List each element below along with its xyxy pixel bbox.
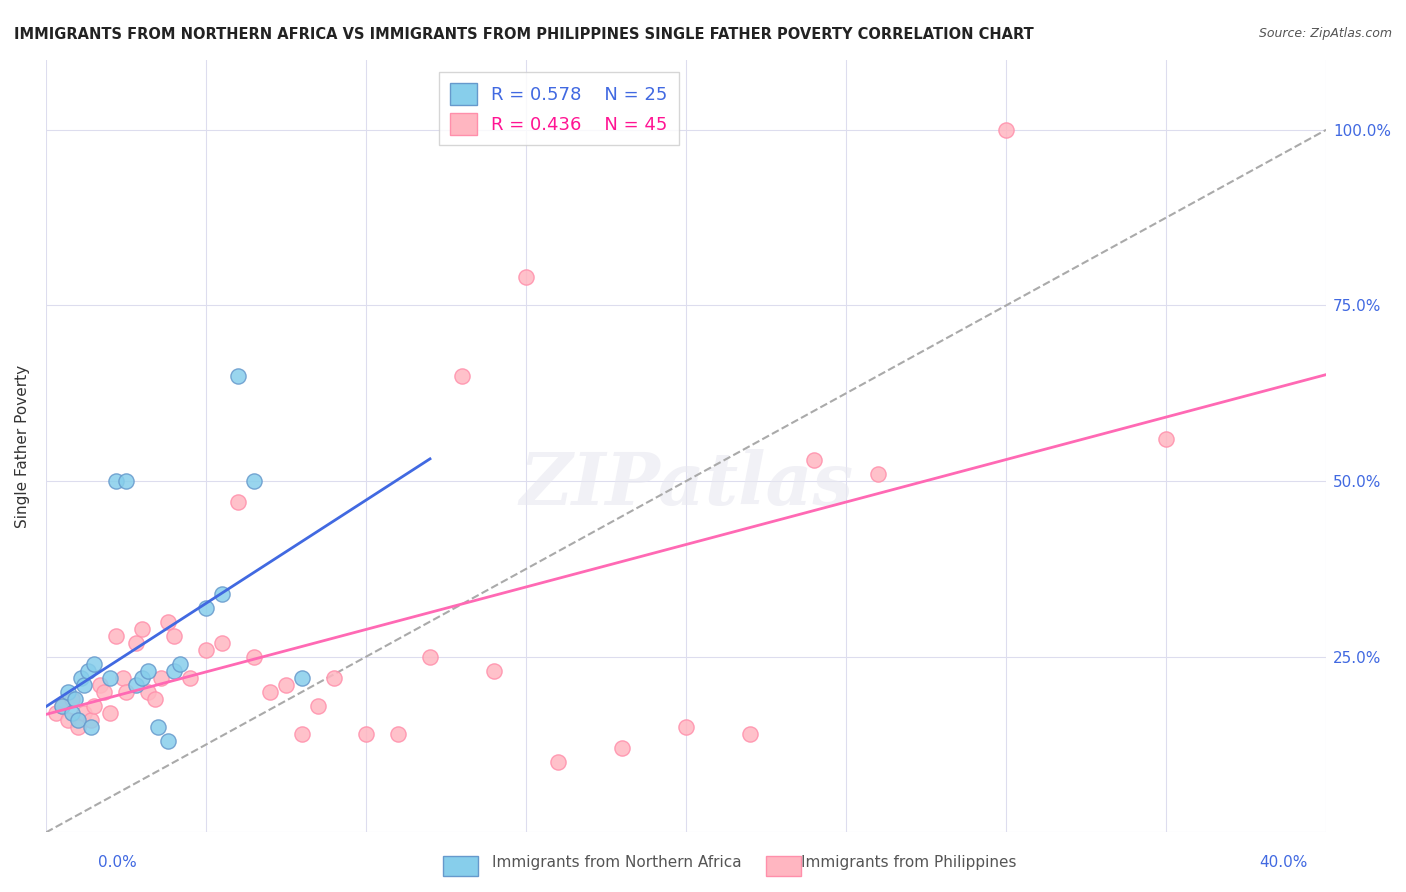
Point — [211, 636, 233, 650]
Text: Immigrants from Northern Africa: Immigrants from Northern Africa — [492, 855, 742, 870]
Point — [226, 495, 249, 509]
Point — [387, 727, 409, 741]
Point — [150, 671, 173, 685]
Point — [243, 649, 266, 664]
Point — [307, 698, 329, 713]
Point — [76, 664, 98, 678]
Point — [138, 664, 160, 678]
Point — [675, 720, 697, 734]
Point — [63, 692, 86, 706]
Point — [163, 664, 186, 678]
Text: Source: ZipAtlas.com: Source: ZipAtlas.com — [1258, 27, 1392, 40]
Text: ZIPatlas: ZIPatlas — [519, 450, 853, 520]
Point — [98, 706, 121, 720]
Point — [995, 123, 1018, 137]
Point — [105, 629, 128, 643]
Point — [866, 467, 889, 482]
Point — [73, 678, 96, 692]
Point — [195, 600, 218, 615]
Point — [115, 685, 138, 699]
Point — [211, 586, 233, 600]
Point — [291, 727, 314, 741]
Point — [115, 474, 138, 488]
Point — [515, 270, 537, 285]
Point — [73, 706, 96, 720]
Point — [51, 698, 73, 713]
Point — [111, 671, 134, 685]
Point — [58, 685, 80, 699]
Point — [1154, 432, 1177, 446]
Point — [419, 649, 441, 664]
Point — [124, 636, 146, 650]
Y-axis label: Single Father Poverty: Single Father Poverty — [15, 365, 30, 527]
Point — [226, 368, 249, 383]
Text: Immigrants from Philippines: Immigrants from Philippines — [801, 855, 1017, 870]
Point — [98, 671, 121, 685]
Point — [738, 727, 761, 741]
Point — [156, 734, 179, 748]
Point — [45, 706, 67, 720]
Point — [156, 615, 179, 629]
Point — [195, 642, 218, 657]
Point — [169, 657, 191, 671]
Point — [803, 453, 825, 467]
Point — [547, 755, 569, 769]
Point — [89, 678, 111, 692]
Point — [131, 671, 153, 685]
Point — [259, 685, 281, 699]
Point — [66, 720, 89, 734]
Point — [274, 678, 297, 692]
Point — [66, 713, 89, 727]
Point — [131, 622, 153, 636]
Point — [51, 698, 73, 713]
Point — [80, 713, 103, 727]
Point — [163, 629, 186, 643]
Point — [60, 706, 83, 720]
Point — [83, 698, 105, 713]
Point — [354, 727, 377, 741]
Point — [291, 671, 314, 685]
Text: 40.0%: 40.0% — [1260, 855, 1308, 870]
Point — [138, 685, 160, 699]
Point — [243, 474, 266, 488]
Point — [124, 678, 146, 692]
Point — [58, 713, 80, 727]
Point — [482, 664, 505, 678]
Point — [105, 474, 128, 488]
Point — [80, 720, 103, 734]
Point — [451, 368, 474, 383]
Point — [143, 692, 166, 706]
Text: 0.0%: 0.0% — [98, 855, 138, 870]
Point — [60, 692, 83, 706]
Legend: R = 0.578    N = 25, R = 0.436    N = 45: R = 0.578 N = 25, R = 0.436 N = 45 — [439, 72, 679, 145]
Point — [83, 657, 105, 671]
Point — [93, 685, 115, 699]
Point — [610, 741, 633, 756]
Text: IMMIGRANTS FROM NORTHERN AFRICA VS IMMIGRANTS FROM PHILIPPINES SINGLE FATHER POV: IMMIGRANTS FROM NORTHERN AFRICA VS IMMIG… — [14, 27, 1033, 42]
Point — [146, 720, 169, 734]
Point — [179, 671, 201, 685]
Point — [323, 671, 346, 685]
Point — [70, 671, 93, 685]
